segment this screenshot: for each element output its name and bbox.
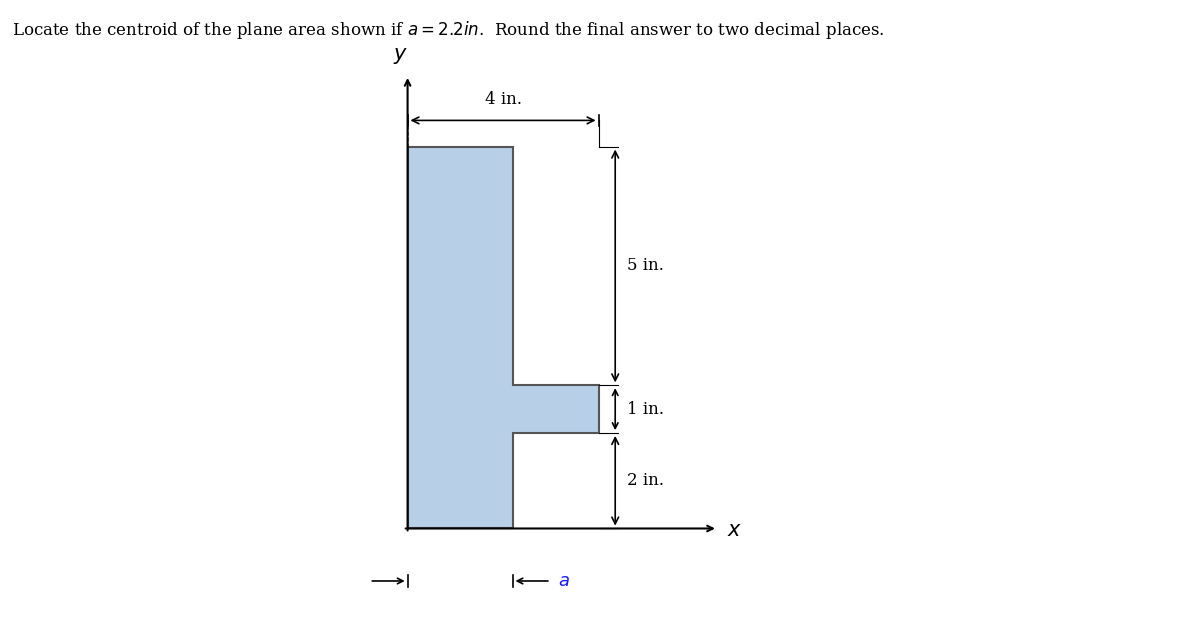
Text: 5 in.: 5 in. [628,257,664,275]
Text: 1 in.: 1 in. [628,401,664,418]
Text: $x$: $x$ [727,522,743,540]
Text: $y$: $y$ [392,45,408,65]
Text: 2 in.: 2 in. [628,472,664,489]
Text: 4 in.: 4 in. [485,92,522,108]
Text: $a$: $a$ [558,572,570,590]
Polygon shape [408,147,599,529]
Text: Locate the centroid of the plane area shown if $a = 2.2in$.  Round the final ans: Locate the centroid of the plane area sh… [12,19,884,41]
